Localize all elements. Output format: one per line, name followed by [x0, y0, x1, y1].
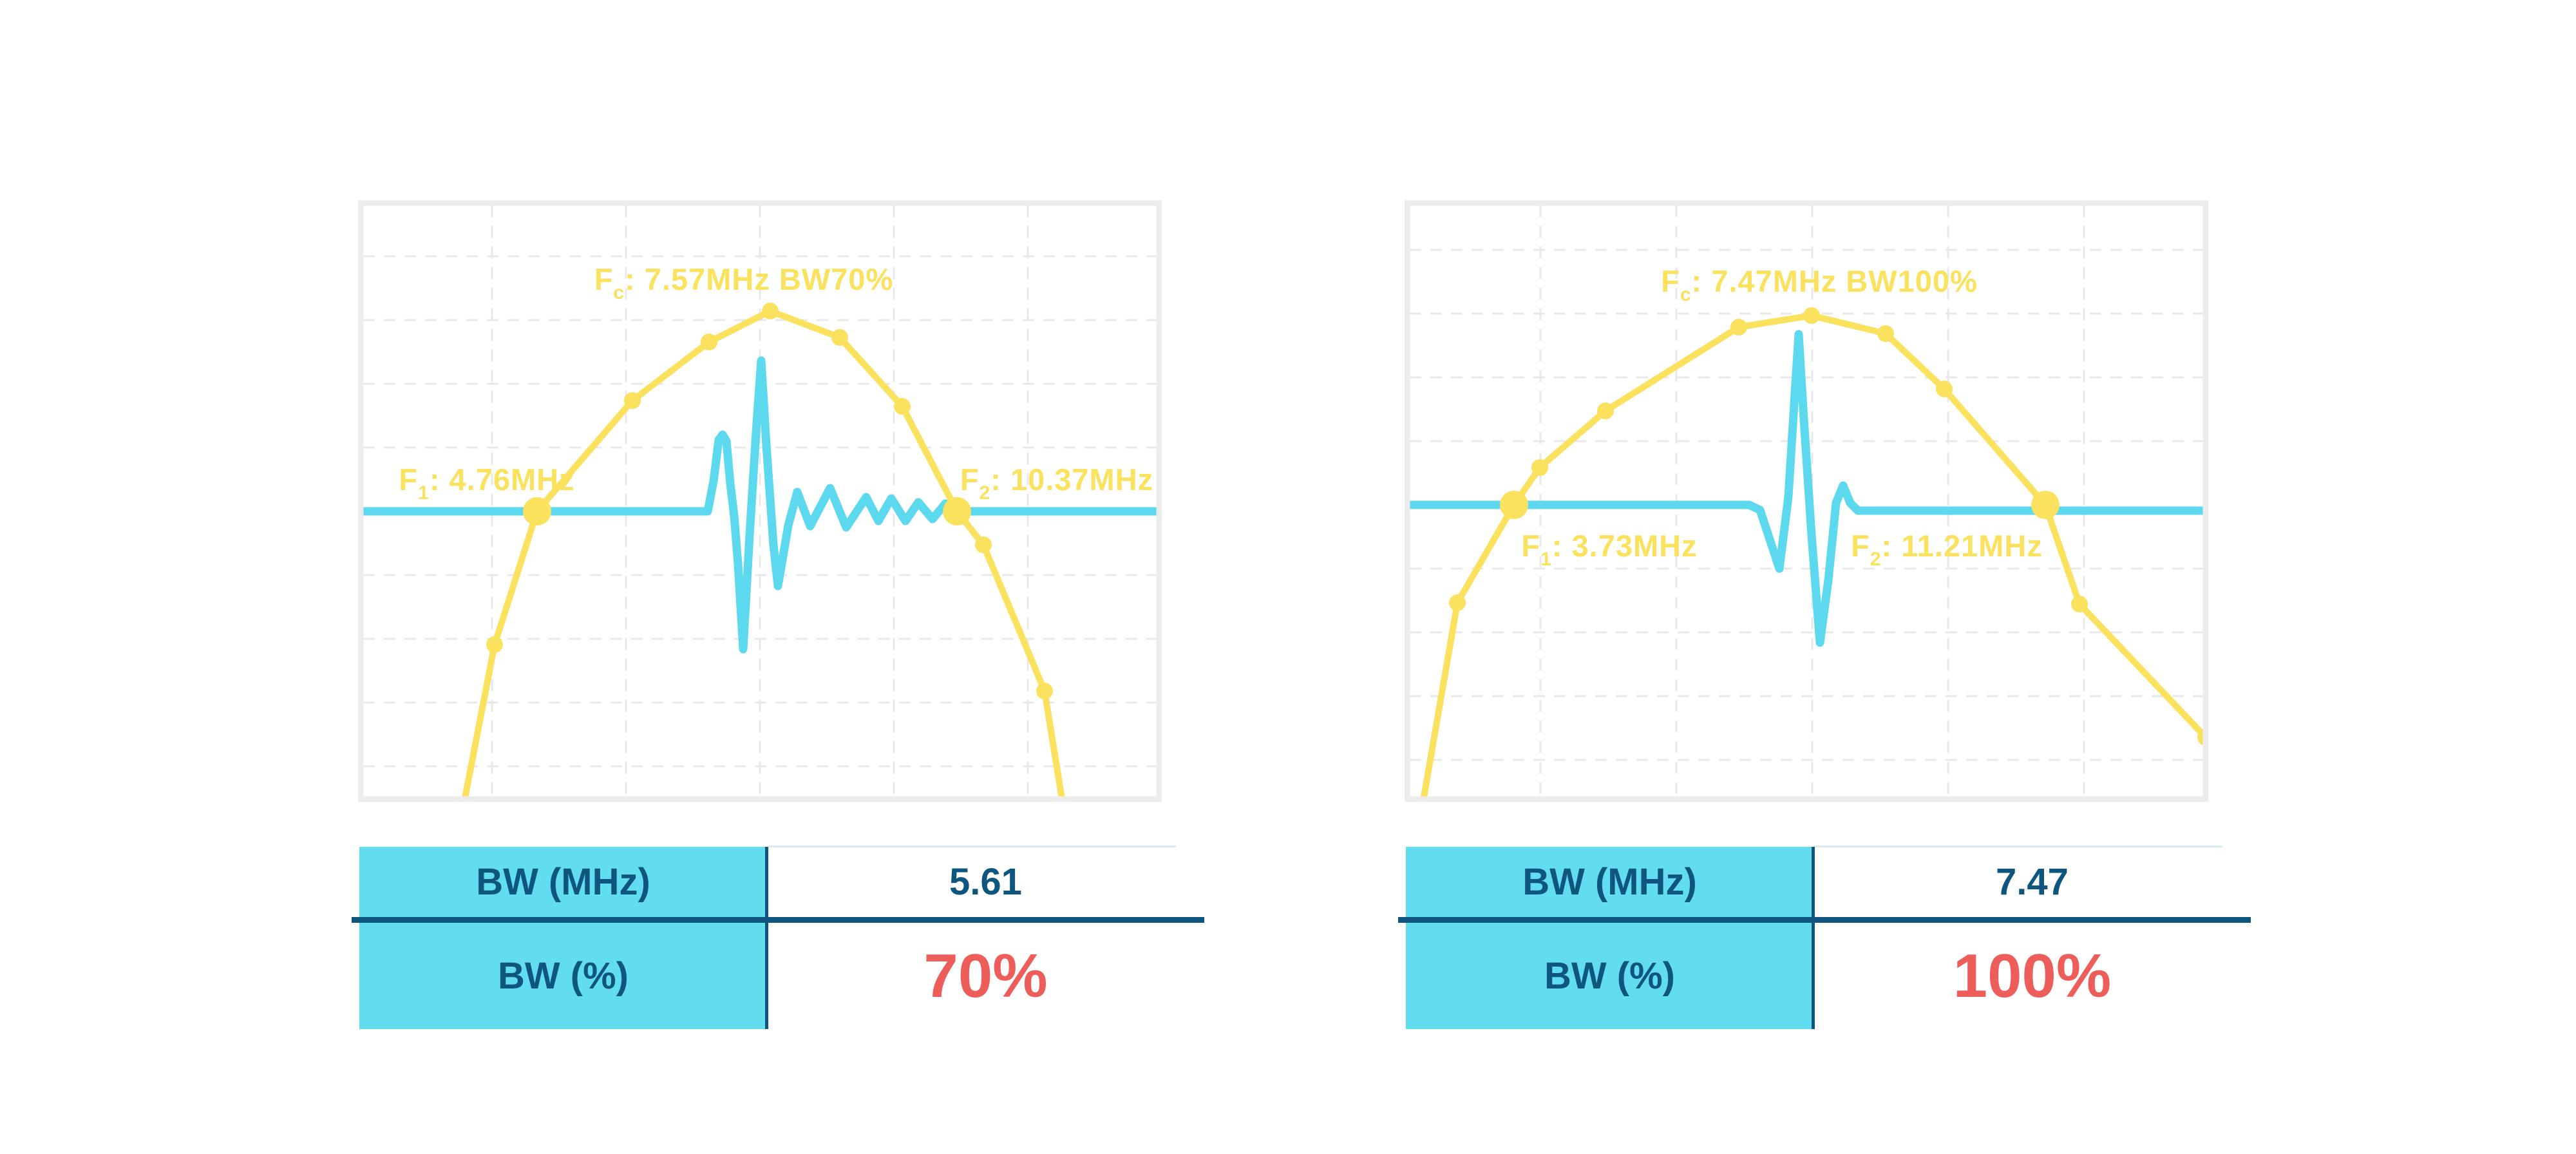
bw-pct-value: 100% — [1953, 941, 2112, 1010]
pulse-echo-waveform — [1405, 330, 2208, 647]
spectrum-data-point — [943, 497, 971, 525]
f2-annotation: F2: 10.37MHz — [960, 462, 1153, 504]
table-row: BW (%) 100% — [1405, 923, 2249, 1029]
spectrum-data-point — [1936, 381, 1953, 397]
spectrum-data-point — [1803, 307, 1820, 324]
spectrum-data-point — [1500, 491, 1528, 519]
spectrum-data-point — [894, 398, 911, 415]
spectrum-data-point — [975, 536, 992, 553]
spectrum-data-point — [486, 636, 503, 653]
frequency-spectrum-curve — [460, 308, 1066, 802]
pulse-echo-waveform — [358, 356, 1162, 654]
bw100-chart: Fc: 7.47MHz BW100% F1: 3.73MHz F2: 11.21MH… — [1405, 200, 2208, 802]
table-row: BW (%) 70% — [358, 923, 1203, 1029]
spectrum-data-point — [701, 334, 717, 350]
spectrum-data-point — [1531, 459, 1548, 476]
bw100-table: BW (MHz) 7.47 BW (%) 100% — [1398, 846, 2251, 1034]
spectrum-data-point — [762, 303, 779, 319]
spectrum-data-point — [2031, 491, 2060, 519]
fc-annotation: Fc: 7.57MHz BW70% — [594, 262, 894, 303]
bw-pct-label: BW (%) — [498, 955, 629, 997]
spectrum-data-point — [2071, 596, 2088, 612]
bw70-table: BW (MHz) 5.61 BW (%) 70% — [352, 846, 1204, 1034]
chart-border — [358, 200, 1162, 802]
spectrum-data-point — [1036, 683, 1053, 699]
bw-mhz-label: BW (MHz) — [476, 861, 650, 903]
bw-mhz-value: 7.47 — [1996, 861, 2069, 903]
spectrum-data-point — [1449, 594, 1466, 611]
bw70-chart: Fc: 7.57MHz BW70% F1: 4.76MHz F2: 10.37MHz — [358, 200, 1162, 802]
table-row: BW (MHz) 7.47 — [1405, 847, 2249, 917]
f1-annotation: F1: 4.76MHz — [399, 462, 574, 504]
bw-pct-value: 70% — [923, 941, 1048, 1010]
spectrum-data-point — [1597, 402, 1614, 419]
bw-pct-label: BW (%) — [1544, 955, 1675, 997]
table-row: BW (MHz) 5.61 — [358, 847, 1203, 917]
spectrum-data-point — [1730, 319, 1747, 336]
value-column-topline — [1814, 846, 2222, 847]
table-column-divider — [765, 847, 768, 1029]
table-row-divider — [1398, 917, 2251, 923]
spectrum-data-point — [1877, 325, 1894, 342]
chart-border — [1405, 200, 2208, 802]
spectrum-data-point — [831, 329, 848, 346]
bw-mhz-label: BW (MHz) — [1522, 861, 1697, 903]
spectrum-data-point — [523, 497, 551, 525]
bw-mhz-value: 5.61 — [949, 861, 1022, 903]
table-row-divider — [352, 917, 1204, 923]
value-column-topline — [768, 846, 1176, 847]
f1-annotation: F1: 3.73MHz — [1521, 529, 1697, 570]
f2-annotation: F2: 11.21MHz — [1851, 529, 2043, 570]
frequency-spectrum-curve — [1419, 312, 2208, 802]
table-header-background — [359, 847, 765, 1029]
fc-annotation: Fc: 7.47MHz BW100% — [1661, 264, 1978, 305]
table-header-background — [1406, 847, 1812, 1029]
table-column-divider — [1812, 847, 1815, 1029]
spectrum-data-point — [624, 392, 641, 409]
